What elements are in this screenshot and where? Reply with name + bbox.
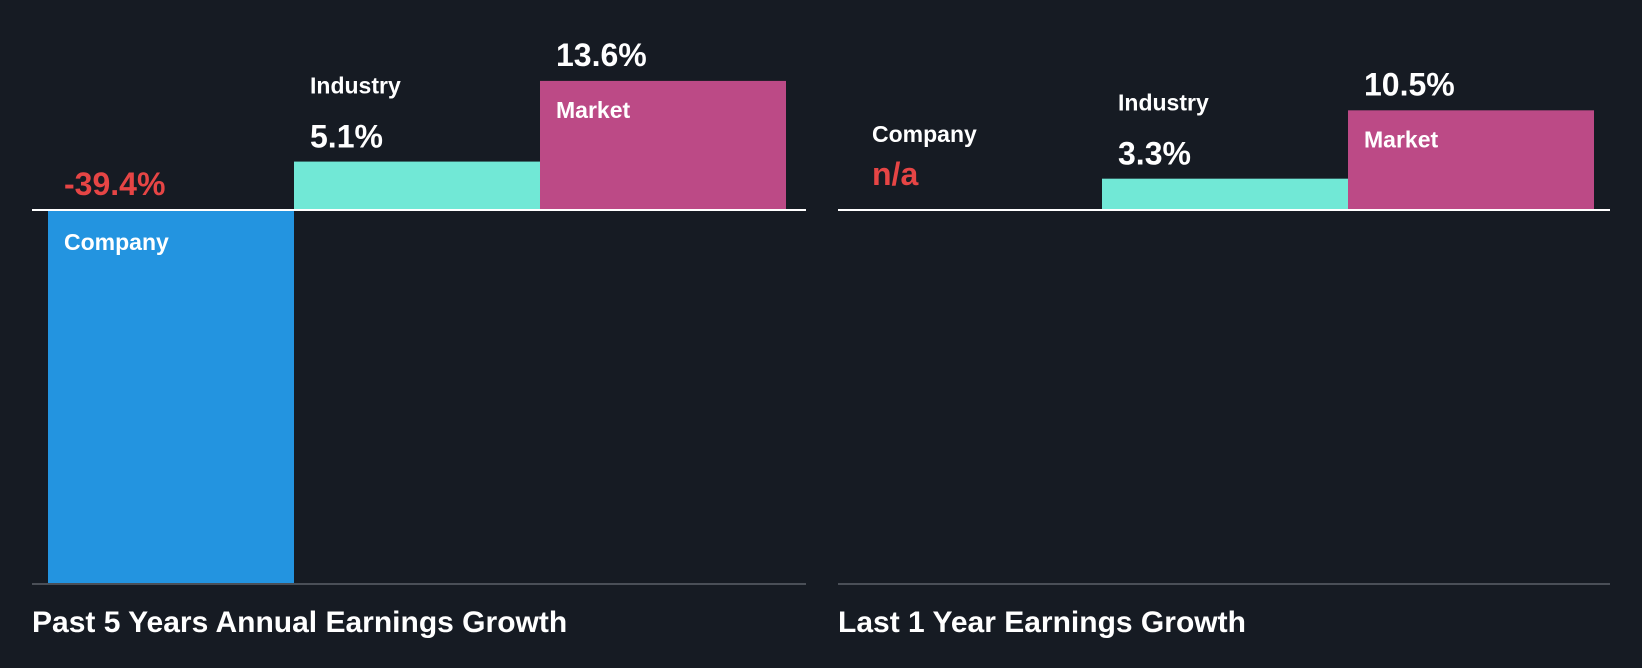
- bar-market: [1348, 110, 1594, 210]
- value-label-company: -39.4%: [64, 166, 165, 202]
- chart-panel-1: Company -39.4% Industry 5.1% Market 13.6% Past…: [32, 37, 806, 639]
- category-label-company: Company: [872, 121, 977, 147]
- category-label-industry: Industry: [310, 73, 401, 99]
- bar-company: [48, 210, 294, 584]
- category-label-market: Market: [556, 97, 630, 123]
- value-label-market: 13.6%: [556, 37, 647, 73]
- value-label-market: 10.5%: [1364, 66, 1455, 102]
- value-label-industry: 5.1%: [310, 119, 383, 155]
- chart-title: Past 5 Years Annual Earnings Growth: [32, 606, 567, 639]
- bar-industry: [1102, 178, 1348, 210]
- bar-market: [540, 80, 786, 210]
- bar-industry: [294, 161, 540, 210]
- category-label-industry: Industry: [1118, 90, 1209, 116]
- category-label-company: Company: [64, 229, 169, 255]
- category-label-market: Market: [1364, 126, 1438, 152]
- value-label-company: n/a: [872, 156, 918, 192]
- value-label-industry: 3.3%: [1118, 136, 1191, 172]
- chart-panel-2: Company n/a Industry 3.3% Market 10.5% Last 1 …: [838, 66, 1610, 639]
- chart-title: Last 1 Year Earnings Growth: [838, 606, 1246, 639]
